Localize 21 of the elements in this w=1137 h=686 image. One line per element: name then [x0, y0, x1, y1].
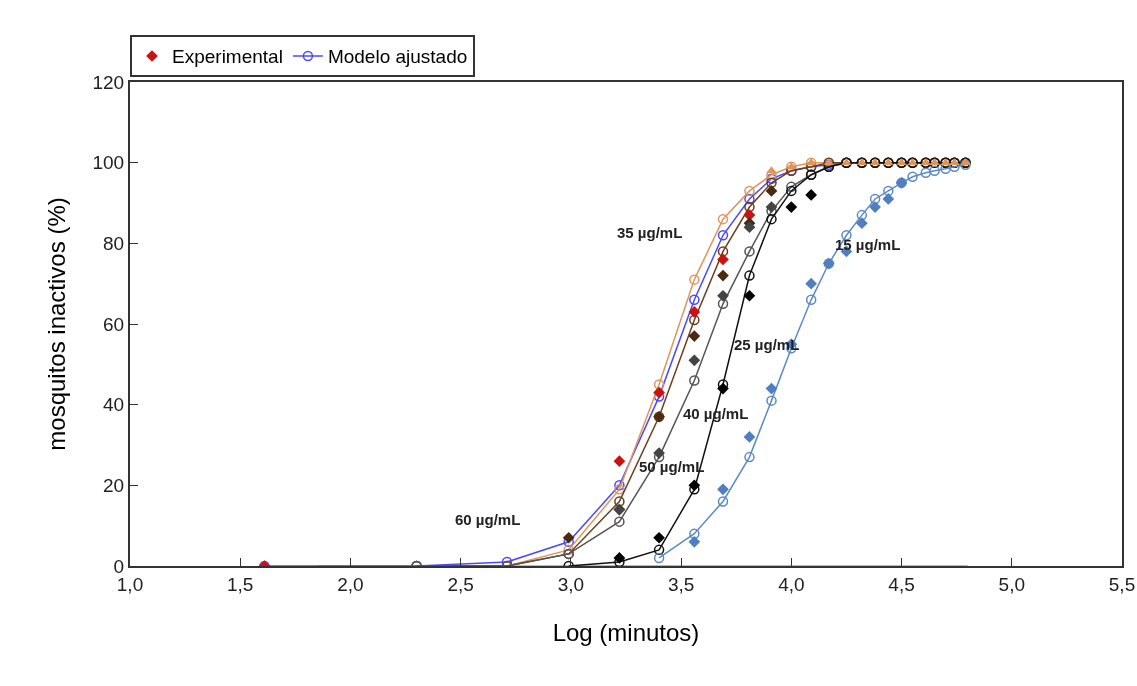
y-tick-label: 40	[103, 394, 125, 416]
y-tick-label: 20	[103, 474, 125, 496]
x-tick-label: 1,5	[227, 573, 254, 595]
x-tick-label: 4,5	[888, 573, 915, 595]
y-tick-label: 80	[103, 232, 125, 254]
x-tick-label: 2,0	[337, 573, 364, 595]
legend-label: Modelo ajustado	[327, 46, 468, 68]
x-tick-label: 4,0	[778, 573, 805, 595]
x-tick-label: 5,5	[1108, 573, 1136, 595]
annotation: 35 µg/mL	[617, 224, 683, 241]
y-axis-title: mosquitos inactivos (%)	[43, 197, 71, 451]
y-tick-label: 100	[92, 152, 125, 174]
annotation: 60 µg/mL	[455, 511, 521, 528]
x-tick-label: 2,5	[447, 573, 474, 595]
x-tick-label: 5,0	[998, 573, 1025, 595]
x-tick-label: 3,0	[557, 573, 585, 595]
x-axis-title: Log (minutos)	[552, 618, 700, 646]
y-tick-label: 120	[92, 71, 125, 93]
x-tick-label: 3,5	[667, 573, 695, 595]
legend-label: Experimental	[172, 46, 283, 68]
y-tick-label: 60	[103, 313, 125, 335]
